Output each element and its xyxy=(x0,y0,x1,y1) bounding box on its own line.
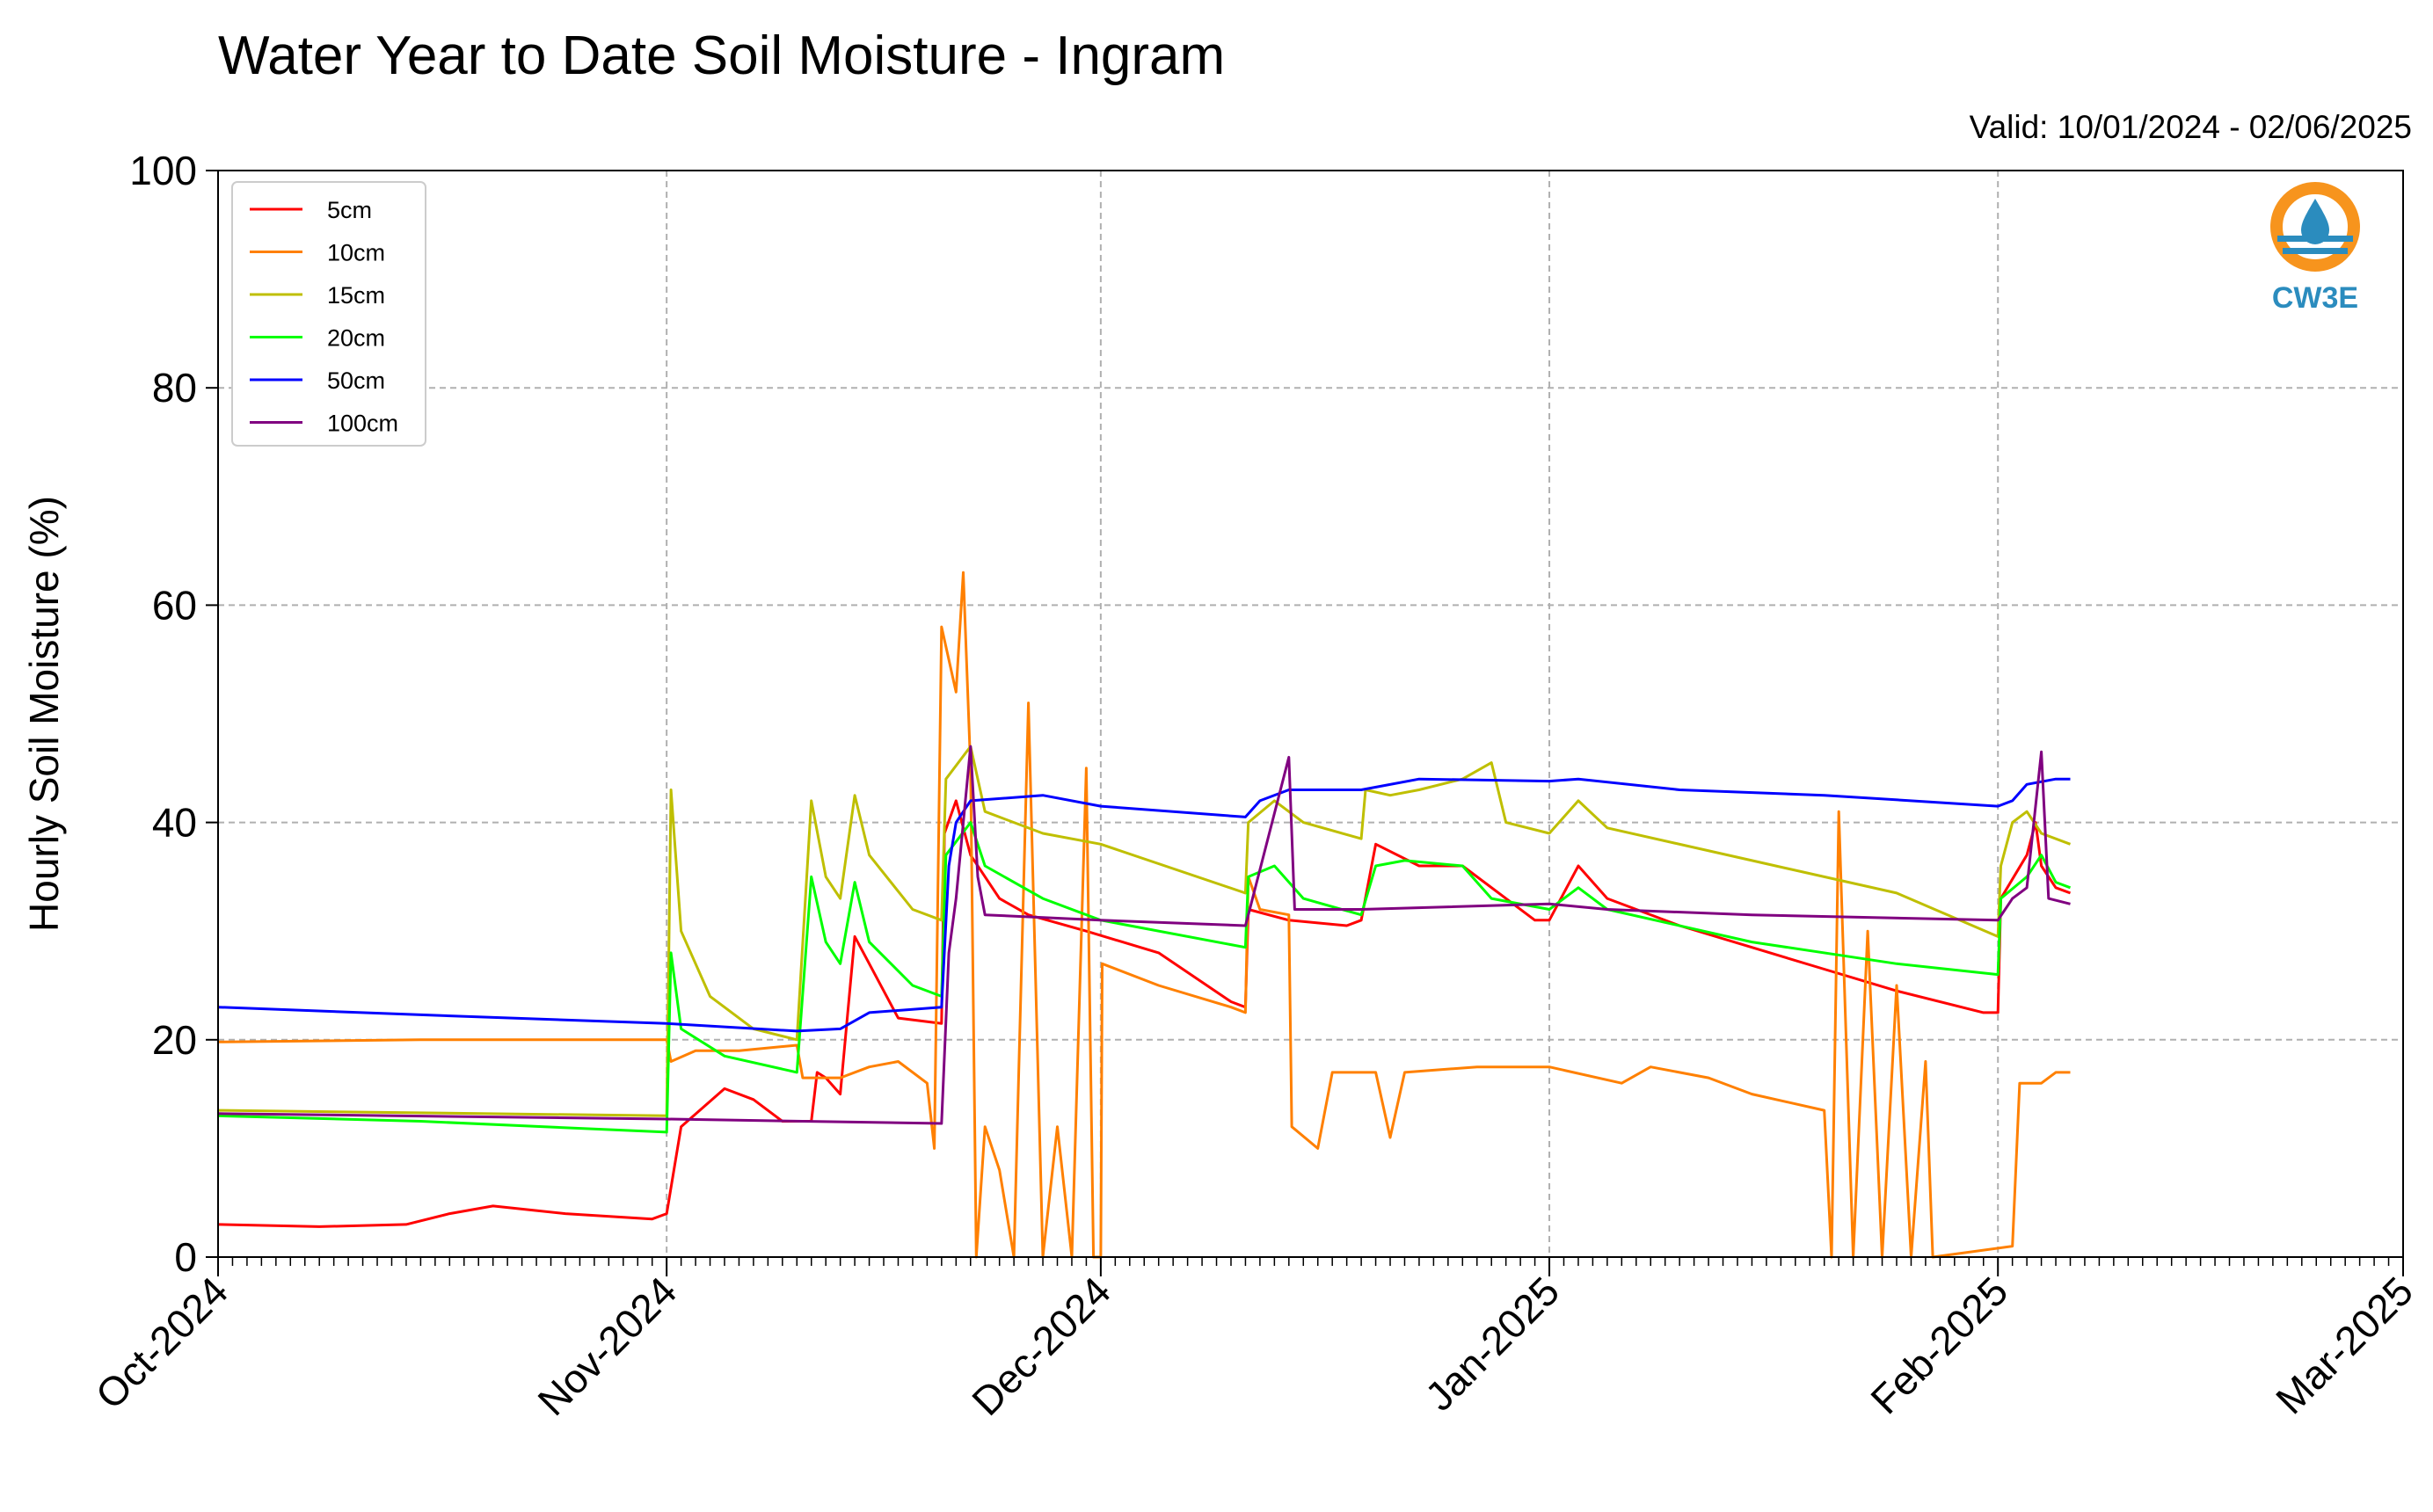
legend-label-100cm: 100cm xyxy=(327,411,398,437)
y-tick-label: 20 xyxy=(152,1017,197,1063)
logo-ring xyxy=(2270,182,2360,272)
logo-wave-2 xyxy=(2283,248,2348,254)
grid-lines xyxy=(217,170,2404,1258)
chart-title: Water Year to Date Soil Moisture - Ingra… xyxy=(218,25,1226,86)
x-tick-label: Oct-2024 xyxy=(87,1268,237,1418)
series-line-100cm xyxy=(217,745,2071,1125)
logo-text: CW3E xyxy=(2272,281,2358,315)
legend-label-15cm: 15cm xyxy=(327,282,385,309)
y-tick-label: 80 xyxy=(152,365,197,411)
x-tick-label: Feb-2025 xyxy=(1861,1268,2016,1422)
y-tick-label: 60 xyxy=(152,582,197,628)
water-drop-icon xyxy=(2301,199,2329,244)
legend: 5cm 10cm 15cm 20cm 50cm 100cm xyxy=(231,181,426,447)
legend-label-5cm: 5cm xyxy=(327,197,372,223)
legend-label-10cm: 10cm xyxy=(327,240,385,266)
series-line-10cm xyxy=(217,571,2071,1259)
series-line-5cm xyxy=(217,799,2072,1228)
series-line-15cm xyxy=(217,745,2072,1117)
x-tick-label: Jan-2025 xyxy=(1417,1268,1568,1419)
cw3e-logo: CW3E xyxy=(2270,182,2360,315)
y-tick-label: 0 xyxy=(174,1234,197,1280)
logo-wave-1 xyxy=(2277,236,2353,242)
y-tick-label: 40 xyxy=(152,800,197,846)
x-tick-label: Dec-2024 xyxy=(963,1268,1119,1424)
x-tick-label: Mar-2025 xyxy=(2267,1268,2422,1422)
series-lines xyxy=(217,571,2072,1259)
series-line-20cm xyxy=(217,821,2072,1134)
y-tick-label: 100 xyxy=(129,148,197,193)
plot-frame xyxy=(217,170,2404,1258)
axis-tick-labels: 0 20 40 60 80 100 Oct-2024 Nov-2024 Dec-2024 Jan-… xyxy=(87,148,2422,1424)
series-line-50cm xyxy=(217,777,2071,1033)
axis-ticks xyxy=(206,170,2404,1276)
y-axis-title: Hourly Soil Moisture (%) xyxy=(21,496,67,932)
valid-date-range: Valid: 10/01/2024 - 02/06/2025 xyxy=(1969,109,2412,145)
x-tick-label: Nov-2024 xyxy=(528,1268,685,1424)
legend-label-50cm: 50cm xyxy=(327,367,385,394)
legend-label-20cm: 20cm xyxy=(327,325,385,352)
